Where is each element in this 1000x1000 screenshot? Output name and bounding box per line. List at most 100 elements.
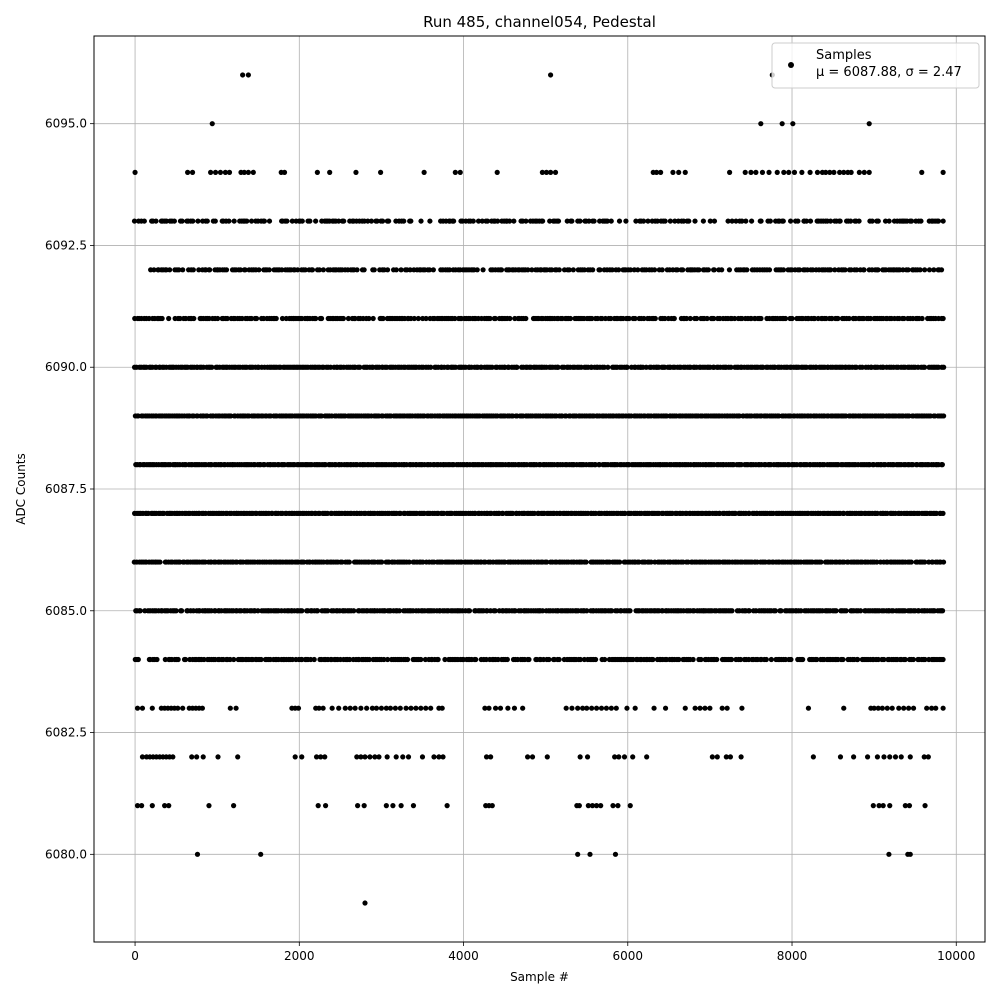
data-point <box>440 754 446 760</box>
data-point <box>341 218 347 224</box>
data-point <box>177 315 183 322</box>
data-point <box>495 218 501 224</box>
data-point <box>729 608 735 614</box>
data-point <box>814 656 820 663</box>
data-point <box>487 315 493 322</box>
data-point <box>327 169 333 175</box>
data-point <box>748 169 754 175</box>
data-point <box>369 705 375 711</box>
data-point <box>871 705 877 711</box>
data-point <box>512 608 518 614</box>
data-point <box>398 803 404 809</box>
data-point <box>650 656 656 663</box>
data-point <box>940 315 946 322</box>
data-point <box>940 656 946 663</box>
data-point <box>204 218 210 224</box>
data-point <box>922 656 928 663</box>
data-point <box>299 608 305 614</box>
data-point <box>889 705 895 711</box>
data-point <box>149 705 155 711</box>
data-point <box>575 705 581 711</box>
data-point <box>248 315 255 322</box>
data-point <box>837 754 844 760</box>
data-point <box>250 169 256 175</box>
data-point <box>592 656 599 663</box>
data-point <box>292 754 298 760</box>
data-point <box>590 267 596 273</box>
data-point <box>931 267 937 273</box>
data-point <box>241 169 247 175</box>
data-point <box>408 705 414 711</box>
data-point <box>702 705 708 711</box>
data-point <box>870 803 876 809</box>
data-point <box>758 315 764 322</box>
data-point <box>875 705 881 711</box>
data-point <box>315 803 321 809</box>
data-point <box>589 705 595 711</box>
data-point <box>725 218 731 224</box>
data-point <box>170 754 176 760</box>
data-point <box>418 656 424 663</box>
data-point <box>902 656 908 663</box>
data-point <box>922 364 928 370</box>
data-point <box>854 267 860 273</box>
data-point <box>423 705 429 711</box>
data-point <box>377 169 384 175</box>
data-point <box>881 656 887 663</box>
data-point <box>526 656 532 663</box>
data-point <box>626 315 632 322</box>
data-point <box>828 267 834 273</box>
data-point <box>739 218 745 224</box>
data-point <box>547 218 553 224</box>
data-point <box>869 218 875 224</box>
data-point <box>242 267 248 273</box>
data-point <box>744 267 750 273</box>
data-point <box>589 315 595 322</box>
data-point <box>299 218 305 224</box>
data-point <box>758 218 764 224</box>
data-point <box>474 267 480 273</box>
data-point <box>191 315 197 322</box>
data-point <box>662 218 668 224</box>
data-point <box>615 803 621 809</box>
data-point <box>237 267 244 273</box>
data-point <box>421 169 427 175</box>
data-point <box>848 169 854 175</box>
data-point <box>390 803 396 809</box>
data-point <box>529 754 536 760</box>
data-point <box>322 754 328 760</box>
data-point <box>772 608 778 614</box>
data-point <box>383 705 389 711</box>
data-point <box>318 754 324 760</box>
data-point <box>231 656 237 663</box>
y-tick-label: 6087.5 <box>45 482 87 496</box>
data-point <box>694 315 700 322</box>
data-point <box>295 705 302 711</box>
data-point <box>406 559 412 565</box>
data-point <box>654 218 661 224</box>
data-point <box>696 267 702 273</box>
data-point <box>255 608 261 614</box>
data-point <box>604 218 611 224</box>
data-point <box>313 315 319 322</box>
data-point <box>314 608 321 614</box>
data-point <box>807 218 814 224</box>
data-point <box>714 754 720 760</box>
data-point <box>707 705 713 711</box>
data-point <box>922 267 928 273</box>
data-point <box>235 754 241 760</box>
data-point <box>608 315 614 322</box>
data-point <box>209 364 215 370</box>
data-point <box>162 656 168 663</box>
data-point <box>505 705 511 711</box>
data-point <box>892 754 899 760</box>
data-point <box>223 267 230 273</box>
data-point <box>320 267 327 273</box>
data-point <box>766 169 772 175</box>
data-point <box>879 705 885 711</box>
data-point <box>523 315 529 322</box>
data-point <box>659 267 665 273</box>
data-point <box>853 364 859 370</box>
data-point <box>941 413 947 419</box>
data-point <box>593 705 600 711</box>
